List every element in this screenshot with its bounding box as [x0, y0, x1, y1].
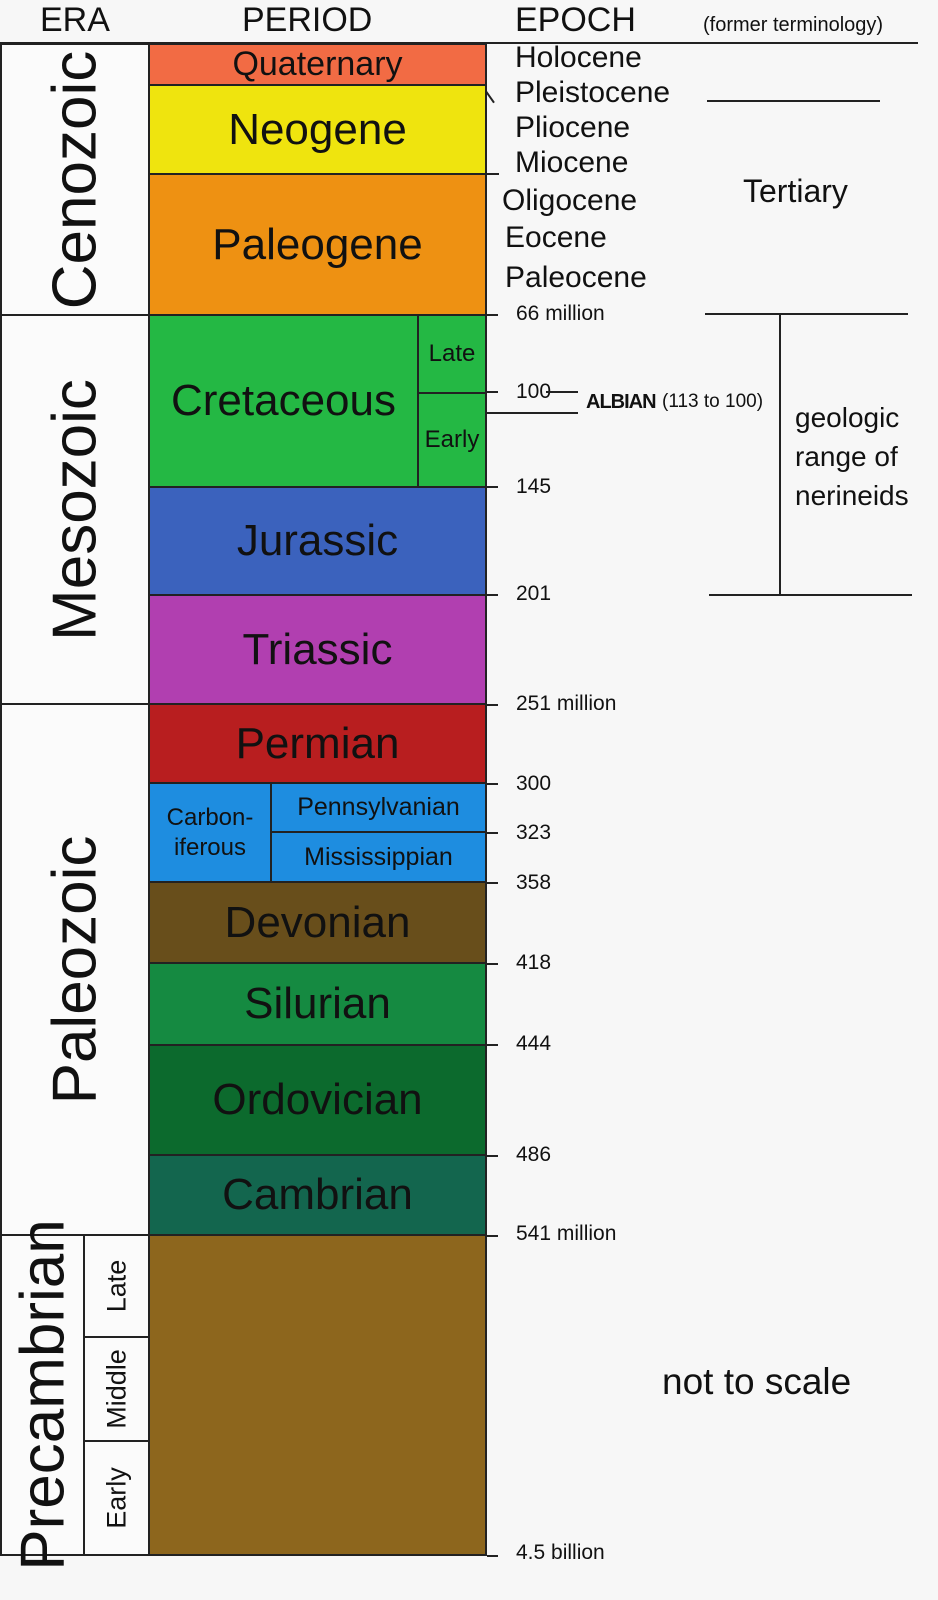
cretaceous-late-label: Late	[428, 340, 476, 367]
age-300: 300	[516, 772, 552, 795]
period-carboniferous-label: Carbon- iferous	[166, 803, 254, 861]
period-quaternary: Quaternary	[148, 43, 487, 86]
tick-358	[487, 882, 498, 884]
period-mississippian: Mississippian	[270, 831, 487, 883]
epoch-miocene: Miocene	[515, 146, 629, 179]
era-paleozoic-label: Paleozoic	[40, 835, 110, 1104]
epoch-pliocene: Pliocene	[515, 111, 631, 144]
period-permian: Permian	[148, 703, 487, 784]
precambrian-late: Late	[83, 1234, 150, 1338]
nerineids-bottom-line	[709, 594, 912, 596]
tick-323	[487, 832, 498, 834]
age-541: 541 million	[516, 1222, 617, 1245]
precambrian-early: Early	[83, 1440, 150, 1556]
period-cretaceous-label: Cretaceous	[170, 376, 396, 425]
era-mesozoic: Mesozoic	[0, 314, 150, 705]
albian-top-line	[546, 391, 578, 393]
era-paleozoic: Paleozoic	[0, 703, 150, 1236]
nerineids-label: geologic range of nerineids	[795, 402, 909, 511]
tick-201	[487, 594, 498, 596]
cretaceous-early: Early	[417, 392, 487, 488]
not-to-scale-note: not to scale	[662, 1361, 852, 1402]
tick-251	[487, 704, 498, 706]
age-66: 66 million	[516, 302, 605, 325]
era-mesozoic-label: Mesozoic	[40, 378, 110, 641]
age-100: 100	[516, 380, 552, 403]
tick-486	[487, 1155, 498, 1157]
age-145: 145	[516, 475, 552, 498]
tick-300	[487, 783, 498, 785]
period-neogene: Neogene	[148, 84, 487, 175]
era-precambrian-label: Precambrian	[8, 1219, 77, 1571]
period-devonian: Devonian	[148, 881, 487, 964]
tick-66	[487, 314, 498, 316]
era-cenozoic-label: Cenozoic	[40, 50, 110, 309]
period-jurassic: Jurassic	[148, 486, 487, 596]
cretaceous-late: Late	[417, 314, 487, 394]
period-devonian-label: Devonian	[224, 897, 411, 947]
period-paleogene: Paleogene	[148, 173, 487, 316]
era-precambrian: Precambrian	[0, 1219, 85, 1571]
period-neogene-label: Neogene	[228, 104, 407, 154]
tick-100	[487, 391, 498, 393]
period-cambrian: Cambrian	[148, 1154, 487, 1236]
period-jurassic-label: Jurassic	[236, 516, 399, 565]
nerineids-range-bracket	[779, 313, 781, 595]
miocene-mark	[487, 173, 499, 175]
epoch-eocene: Eocene	[505, 221, 607, 254]
age-201: 201	[516, 582, 552, 605]
era-cenozoic: Cenozoic	[0, 43, 150, 316]
tertiary-top-line	[707, 100, 880, 102]
epoch-pleistocene: Pleistocene	[515, 76, 671, 109]
period-permian-label: Permian	[235, 718, 400, 768]
period-triassic: Triassic	[148, 594, 487, 705]
period-ordovician: Ordovician	[148, 1044, 487, 1156]
tick-4500	[487, 1555, 498, 1557]
period-silurian-label: Silurian	[244, 979, 391, 1028]
albian-bottom-line	[487, 412, 578, 414]
tertiary-bottom-line	[705, 313, 908, 315]
precambrian-middle-label: Middle	[101, 1349, 131, 1429]
period-quaternary-label: Quaternary	[232, 45, 403, 83]
age-4500: 4.5 billion	[516, 1541, 605, 1564]
period-mississippian-label: Mississippian	[304, 842, 453, 871]
tick-418	[487, 963, 498, 965]
tertiary-label: Tertiary	[743, 173, 848, 209]
period-pennsylvanian: Pennsylvanian	[270, 782, 487, 833]
era-header: ERA	[40, 1, 110, 39]
period-paleogene-label: Paleogene	[212, 219, 423, 269]
period-carboniferous: Carbon- iferous	[148, 782, 272, 883]
period-silurian: Silurian	[148, 962, 487, 1046]
period-cambrian-label: Cambrian	[222, 1170, 413, 1219]
precambrian-late-label: Late	[101, 1259, 131, 1313]
albian-range: (113 to 100)	[662, 391, 764, 412]
age-418: 418	[516, 951, 552, 974]
age-486: 486	[516, 1143, 552, 1166]
period-header: PERIOD	[242, 1, 373, 39]
period-ordovician-label: Ordovician	[212, 1075, 423, 1124]
period-triassic-label: Triassic	[242, 624, 393, 674]
tick-444	[487, 1044, 498, 1046]
precambrian-middle: Middle	[83, 1336, 150, 1442]
precambrian-early-label: Early	[101, 1467, 131, 1529]
period-pennsylvanian-label: Pennsylvanian	[297, 793, 460, 821]
epoch-header: EPOCH	[515, 1, 636, 39]
age-251: 251 million	[516, 692, 617, 715]
epoch-paleocene: Paleocene	[505, 261, 647, 294]
age-444: 444	[516, 1032, 552, 1055]
tick-145	[487, 486, 498, 488]
former-terminology-header: (former terminology)	[703, 14, 884, 36]
epoch-holocene: Holocene	[515, 41, 642, 74]
epoch-oligocene: Oligocene	[502, 184, 638, 217]
tick-541	[487, 1235, 498, 1237]
age-358: 358	[516, 871, 552, 894]
albian-label: ALBIAN	[586, 391, 657, 413]
cretaceous-early-label: Early	[424, 426, 480, 453]
age-323: 323	[516, 821, 552, 844]
period-cretaceous: Cretaceous	[148, 314, 419, 488]
period-precambrian-block	[148, 1234, 487, 1556]
